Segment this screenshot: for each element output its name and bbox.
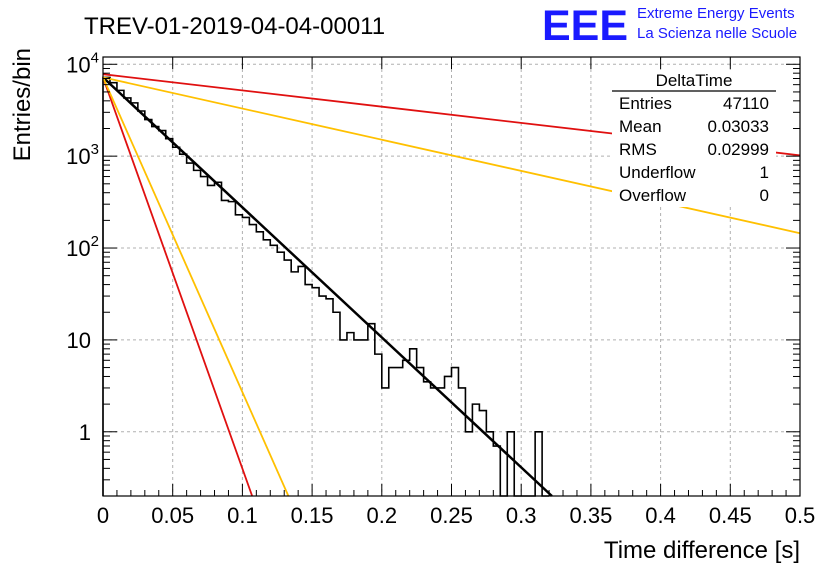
x-tick-label: 0.5 <box>785 503 816 528</box>
x-tick-label: 0.1 <box>227 503 258 528</box>
y-tick-label: 10 <box>67 328 91 353</box>
stats-label: Underflow <box>619 163 696 182</box>
stats-label: Entries <box>619 94 672 113</box>
chart-title: TREV-01-2019-04-04-00011 <box>84 13 385 40</box>
fit-line-orange-steep <box>102 77 290 497</box>
logo: EEE Extreme Energy Events La Scienza nel… <box>542 2 797 50</box>
x-tick-label: 0.15 <box>291 503 334 528</box>
fit-line-red-steep <box>102 77 254 497</box>
x-tick-label: 0 <box>97 503 109 528</box>
stats-value: 0.03033 <box>708 117 769 136</box>
x-tick-label: 0.25 <box>430 503 473 528</box>
y-axis-label: Entries/bin <box>9 48 36 161</box>
x-tick-label: 0.4 <box>645 503 676 528</box>
x-tick-label: 0.05 <box>151 503 194 528</box>
fit-line-orange-shallow <box>102 76 801 235</box>
fit-line-fit <box>102 76 553 497</box>
y-tick-label: 102 <box>66 233 99 261</box>
stats-label: Overflow <box>619 186 687 205</box>
stats-box: DeltaTime Entries 47110 Mean 0.03033 RMS 0.02… <box>612 70 776 207</box>
y-tick-label: 1 <box>79 420 91 445</box>
stats-value: 0 <box>760 186 769 205</box>
stats-box-background <box>612 70 776 207</box>
x-axis-label: Time difference [s] <box>604 537 800 564</box>
logo-line-2: La Scienza nelle Scuole <box>637 25 797 42</box>
stats-value: 0.02999 <box>708 140 769 159</box>
stats-box-title: DeltaTime <box>656 71 733 90</box>
stats-value: 1 <box>760 163 769 182</box>
logo-mark: EEE <box>542 2 628 50</box>
logo-line-1: Extreme Energy Events <box>637 5 795 22</box>
x-tick-label: 0.2 <box>367 503 398 528</box>
stats-label: Mean <box>619 117 662 136</box>
axes: 0 0.05 0.1 0.15 0.2 0.25 0.3 0.35 0.4 0.45 0.51101… <box>66 49 815 528</box>
stats-value: 47110 <box>723 94 769 113</box>
y-tick-label: 103 <box>66 141 99 169</box>
stats-label: RMS <box>619 140 657 159</box>
y-tick-label: 104 <box>66 49 99 77</box>
x-tick-label: 0.35 <box>569 503 612 528</box>
x-tick-label: 0.3 <box>506 503 537 528</box>
x-tick-label: 0.45 <box>709 503 752 528</box>
